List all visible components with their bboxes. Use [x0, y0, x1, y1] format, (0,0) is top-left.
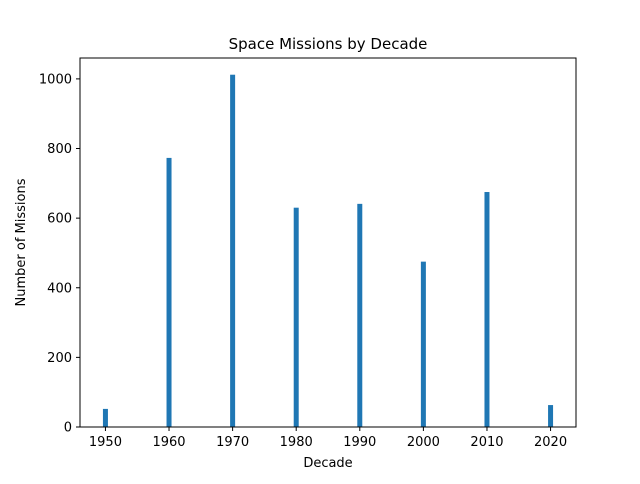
- bar-1960: [166, 157, 172, 427]
- y-axis: 0 200 400 600 800 1000: [39, 72, 80, 436]
- plot-area: [102, 74, 554, 428]
- plot-frame: [79, 57, 577, 428]
- y-tick-label-800: 800: [47, 142, 72, 157]
- x-tick-label-1950: 1950: [89, 435, 122, 450]
- chart-title: Space Missions by Decade: [229, 35, 428, 53]
- x-axis: 1950 1960 1970 1980 1990 2000 2010 2020: [89, 427, 567, 450]
- y-tick-label-0: 0: [64, 421, 72, 436]
- y-tick-label-600: 600: [47, 212, 72, 227]
- x-tick-label-2020: 2020: [534, 435, 567, 450]
- y-tick-label-400: 400: [47, 281, 72, 296]
- bar-2010: [484, 192, 490, 427]
- bar-2020: [548, 405, 554, 427]
- x-tick-label-1980: 1980: [280, 435, 313, 450]
- x-tick-label-1970: 1970: [216, 435, 249, 450]
- bar-1990: [357, 203, 363, 427]
- bar-1950: [102, 408, 108, 427]
- y-tick-label-1000: 1000: [39, 72, 72, 87]
- x-tick-label-2000: 2000: [407, 435, 440, 450]
- bar-1980: [293, 207, 299, 427]
- bar-2000: [420, 261, 426, 427]
- x-tick-label-2010: 2010: [470, 435, 503, 450]
- x-tick-label-1990: 1990: [343, 435, 376, 450]
- y-tick-label-200: 200: [47, 351, 72, 366]
- x-tick-label-1960: 1960: [152, 435, 185, 450]
- x-axis-label: Decade: [303, 456, 352, 471]
- y-axis-label: Number of Missions: [14, 178, 29, 306]
- bar-1970: [230, 74, 236, 428]
